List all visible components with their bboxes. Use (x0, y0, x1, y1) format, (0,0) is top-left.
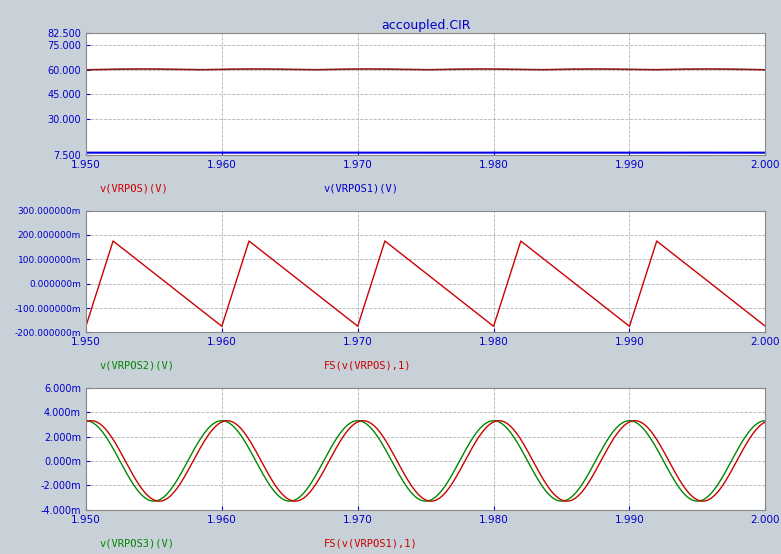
Text: v(VRPOS1)(V): v(VRPOS1)(V) (323, 184, 399, 194)
Text: FS(v(VRPOS),1): FS(v(VRPOS),1) (323, 361, 412, 371)
Text: v(VRPOS2)(V): v(VRPOS2)(V) (99, 361, 174, 371)
Title: accoupled.CIR: accoupled.CIR (381, 19, 470, 32)
Text: T (Secs): T (Secs) (403, 392, 448, 402)
Text: v(VRPOS)(V): v(VRPOS)(V) (99, 184, 168, 194)
Text: FS(v(VRPOS1),1): FS(v(VRPOS1),1) (323, 538, 418, 548)
Text: v(VRPOS3)(V): v(VRPOS3)(V) (99, 538, 174, 548)
Text: T (Secs): T (Secs) (403, 214, 448, 224)
